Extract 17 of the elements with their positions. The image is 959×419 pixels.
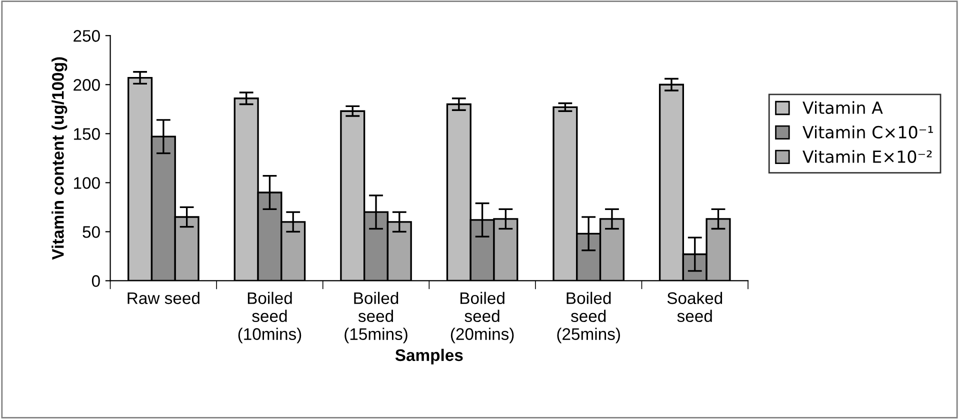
legend-label: Vitamin E×10⁻² bbox=[802, 150, 932, 163]
x-tick-label: Soaked seed bbox=[667, 292, 722, 322]
y-tick-label: 100 bbox=[74, 177, 100, 189]
y-tick-label: 0 bbox=[92, 275, 100, 287]
y-tick-label: 250 bbox=[74, 30, 100, 42]
x-tick-label: Boiled seed (15mins) bbox=[344, 292, 408, 344]
y-tick-label: 50 bbox=[82, 226, 100, 238]
x-tick-label: Raw seed bbox=[128, 292, 200, 304]
x-axis-title: Samples bbox=[395, 348, 463, 364]
legend-label: Vitamin A bbox=[802, 101, 883, 114]
legend-label: Vitamin C×10⁻¹ bbox=[802, 126, 933, 138]
x-tick-label: Boiled seed (10mins) bbox=[238, 292, 302, 344]
y-axis-title: Vitamin content (ug/100g) bbox=[52, 57, 68, 260]
x-tick-label: Boiled seed (20mins) bbox=[450, 292, 514, 344]
y-tick-label: 200 bbox=[74, 79, 100, 91]
x-tick-label: Boiled seed (25mins) bbox=[557, 292, 620, 344]
y-tick-label: 150 bbox=[74, 128, 100, 140]
